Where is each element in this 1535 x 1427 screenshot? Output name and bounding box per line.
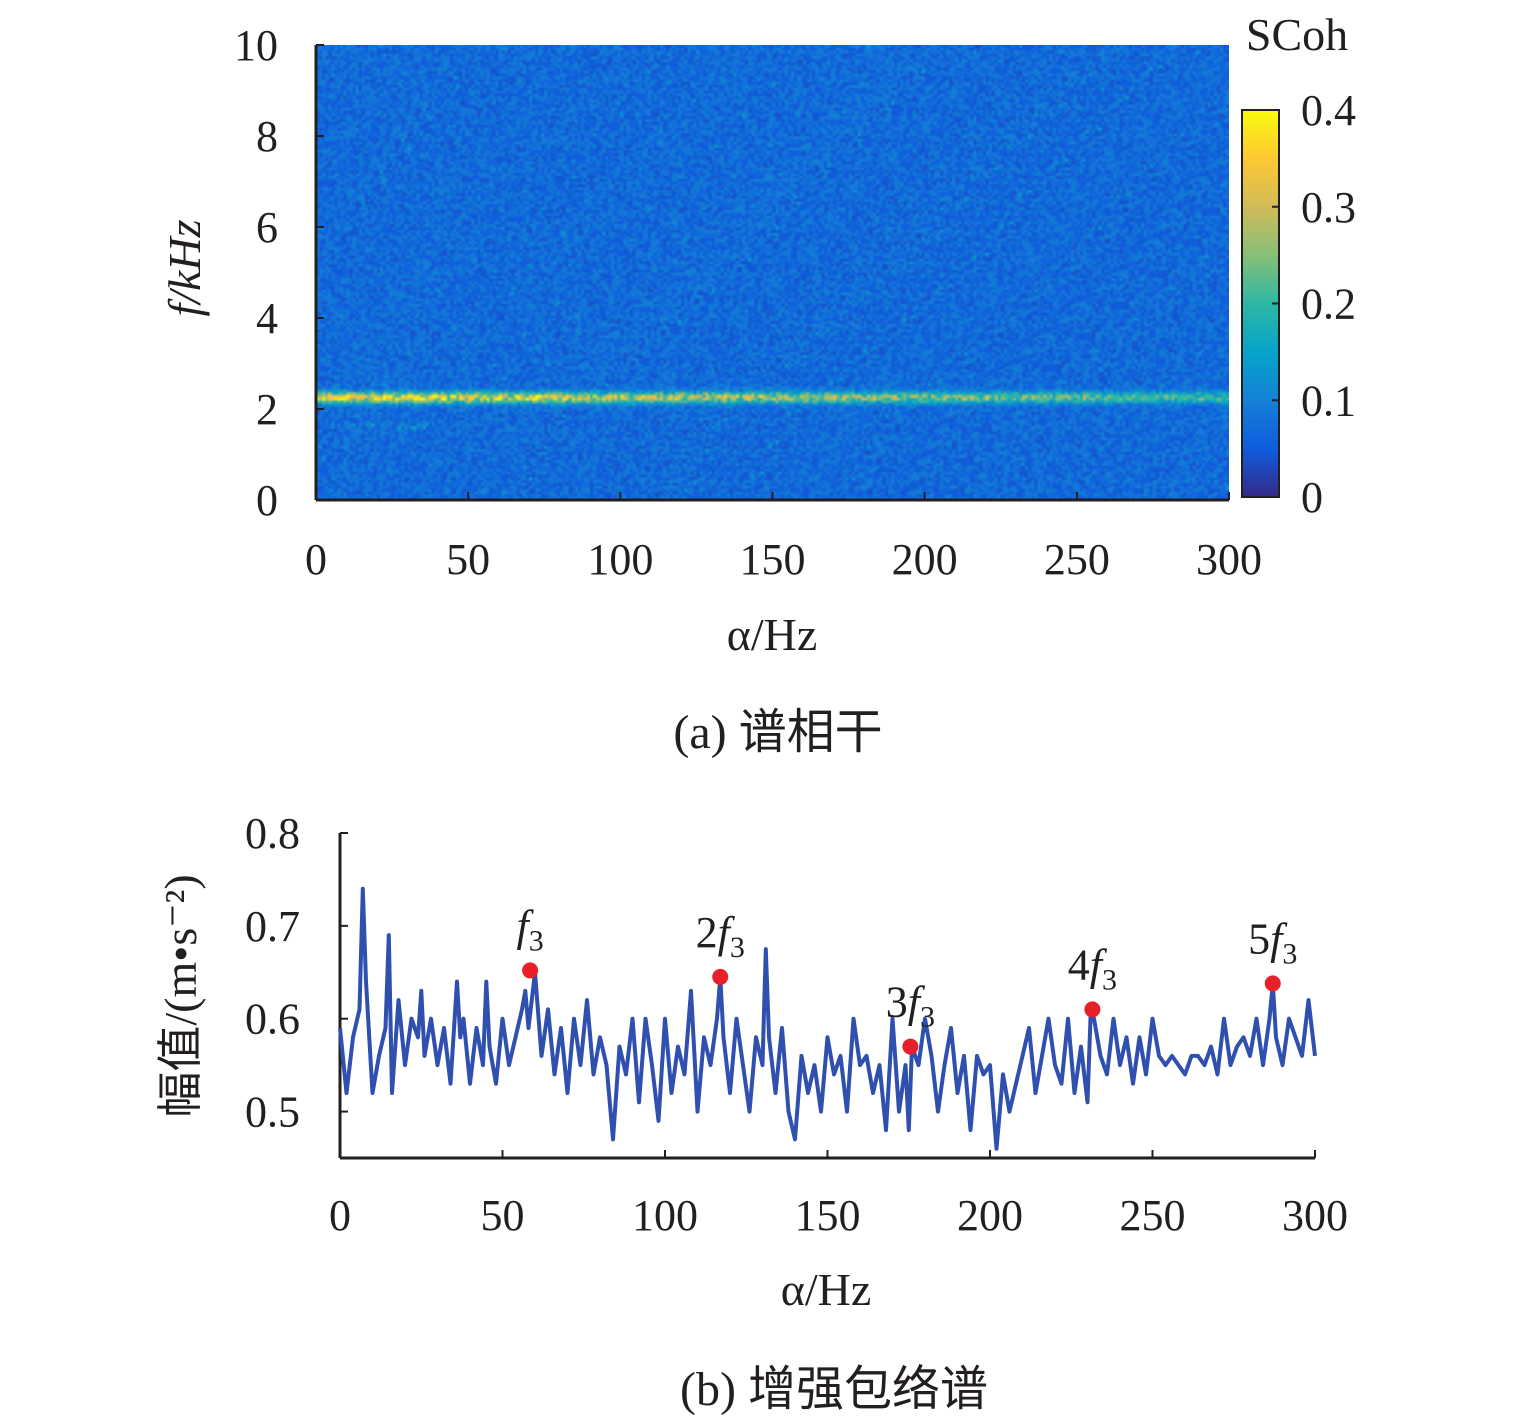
line-x-tick-label: 50 [481,1191,525,1240]
heatmap-y-tick-label: 4 [256,294,278,343]
line-axes: 0 50 100 150 200 250 300 0.5 0.6 0.7 0.8 [245,809,1348,1240]
line-x-tick-label: 300 [1282,1191,1348,1240]
heatmap-y-tick-label: 0 [256,476,278,525]
heatmap-y-tick-label: 6 [256,203,278,252]
heatmap-x-tick-label: 0 [305,535,327,584]
heatmap-y-tick-label: 10 [234,21,278,70]
line-x-tick-label: 250 [1120,1191,1186,1240]
colorbar-tick-label: 0.2 [1301,280,1356,329]
colorbar-tick-label: 0.4 [1301,86,1356,135]
heatmap-xlabel: α/Hz [727,609,818,660]
colorbar-tick-label: 0.3 [1301,183,1356,232]
line-x-tick-label: 0 [329,1191,351,1240]
line-y-tick-label: 0.8 [245,809,300,858]
colorbar-tick-label: 0 [1301,473,1323,522]
line-y-tick-label: 0.7 [245,902,300,951]
colorbar-tick-label: 0.1 [1301,376,1356,425]
heatmap-x-tick-label: 200 [892,535,958,584]
harmonic-marker [712,968,729,985]
line-ylabel: 幅值/(m•s⁻²) [155,874,206,1117]
envelope-line [338,886,1317,1151]
heatmap-image [316,45,1229,500]
colorbar-label: SCoh [1246,9,1348,60]
harmonic-marker [522,962,539,979]
harmonic-marker [1084,1001,1101,1018]
harmonic-label: 5f3 [1248,914,1297,970]
harmonic-label: 4f3 [1068,940,1117,996]
caption-b: (b) 增强包络谱 [680,1363,988,1416]
heatmap-ylabel: f/kHz [159,219,210,316]
harmonic-label: 3f3 [886,978,935,1034]
heatmap-axes: 0 50 100 150 200 250 300 0 2 4 6 8 10 [234,21,1262,584]
heatmap-x-tick-label: 50 [446,535,490,584]
heatmap-panel: 0 50 100 150 200 250 300 0 2 4 6 8 10 f/kHz α/Hz 0 0.… [159,9,1356,759]
harmonic-label: 2f3 [696,908,745,964]
harmonic-marker [1264,975,1281,992]
line-y-tick-label: 0.5 [245,1088,300,1137]
heatmap-x-tick-label: 100 [587,535,653,584]
line-x-tick-label: 100 [632,1191,698,1240]
envelope-panel: 0 50 100 150 200 250 300 0.5 0.6 0.7 0.8 f3 2f3 3f3 4… [155,809,1348,1416]
colorbar-ticks: 0 0.1 0.2 0.3 0.4 [1272,86,1356,522]
heatmap-y-tick-label: 2 [256,385,278,434]
line-y-tick-label: 0.6 [245,995,300,1044]
heatmap-x-tick-label: 250 [1044,535,1110,584]
caption-a: (a) 谱相干 [673,706,882,759]
harmonic-marker [902,1038,919,1055]
heatmap-x-tick-label: 300 [1196,535,1262,584]
line-x-tick-label: 150 [795,1191,861,1240]
line-x-tick-label: 200 [957,1191,1023,1240]
harmonic-label: f3 [517,901,544,957]
heatmap-y-tick-label: 8 [256,112,278,161]
line-xlabel: α/Hz [781,1264,872,1315]
heatmap-x-tick-label: 150 [740,535,806,584]
